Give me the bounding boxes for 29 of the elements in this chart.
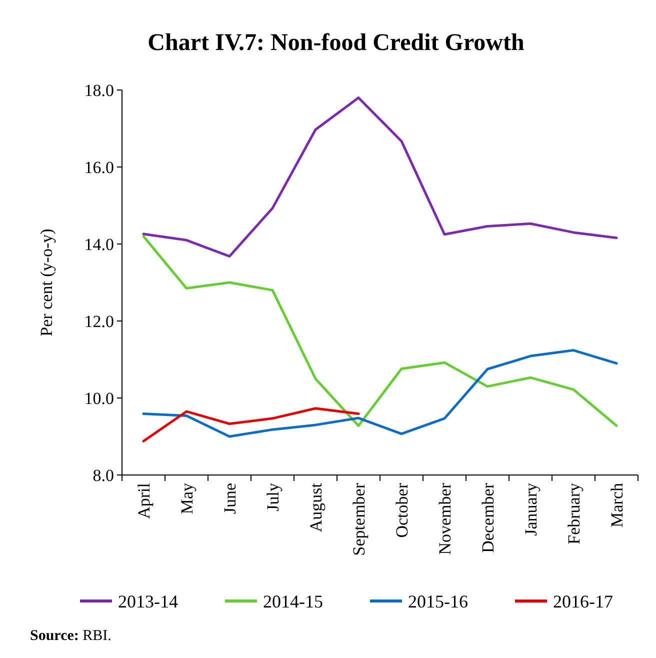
source-note: Source: RBI. — [30, 628, 112, 644]
y-tick-label: 12.0 — [84, 312, 114, 331]
y-tick-label: 16.0 — [84, 158, 114, 177]
line-series — [142, 235, 618, 427]
legend-label: 2016-17 — [553, 591, 613, 612]
x-tick-label: June — [220, 483, 240, 514]
x-tick-label: November — [435, 482, 454, 555]
x-tick-label: December — [478, 482, 498, 553]
x-tick-label: January — [521, 482, 540, 536]
x-tick-label: May — [177, 482, 196, 514]
y-axis-title: Per cent (y-o-y) — [37, 228, 56, 336]
line-series — [142, 407, 360, 442]
x-tick-label: April — [134, 482, 154, 519]
x-tick-label: September — [349, 482, 368, 556]
x-tick-label: August — [306, 482, 326, 532]
legend-label: 2015-16 — [408, 591, 468, 612]
legend-label: 2014-15 — [263, 591, 323, 612]
y-tick-label: 10.0 — [84, 388, 114, 408]
y-tick-label: 14.0 — [84, 234, 114, 254]
line-series — [142, 349, 618, 438]
legend-label: 2013-14 — [118, 591, 178, 612]
chart-title: Chart IV.7: Non-food Credit Growth — [148, 30, 524, 56]
x-tick-label: March — [607, 482, 626, 528]
y-tick-label: 18.0 — [84, 80, 114, 100]
x-tick-label: July — [263, 482, 282, 512]
x-tick-label: October — [392, 482, 412, 538]
y-tick-label: 8.0 — [92, 466, 114, 485]
line-series — [142, 96, 618, 258]
x-tick-label: February — [564, 482, 584, 544]
